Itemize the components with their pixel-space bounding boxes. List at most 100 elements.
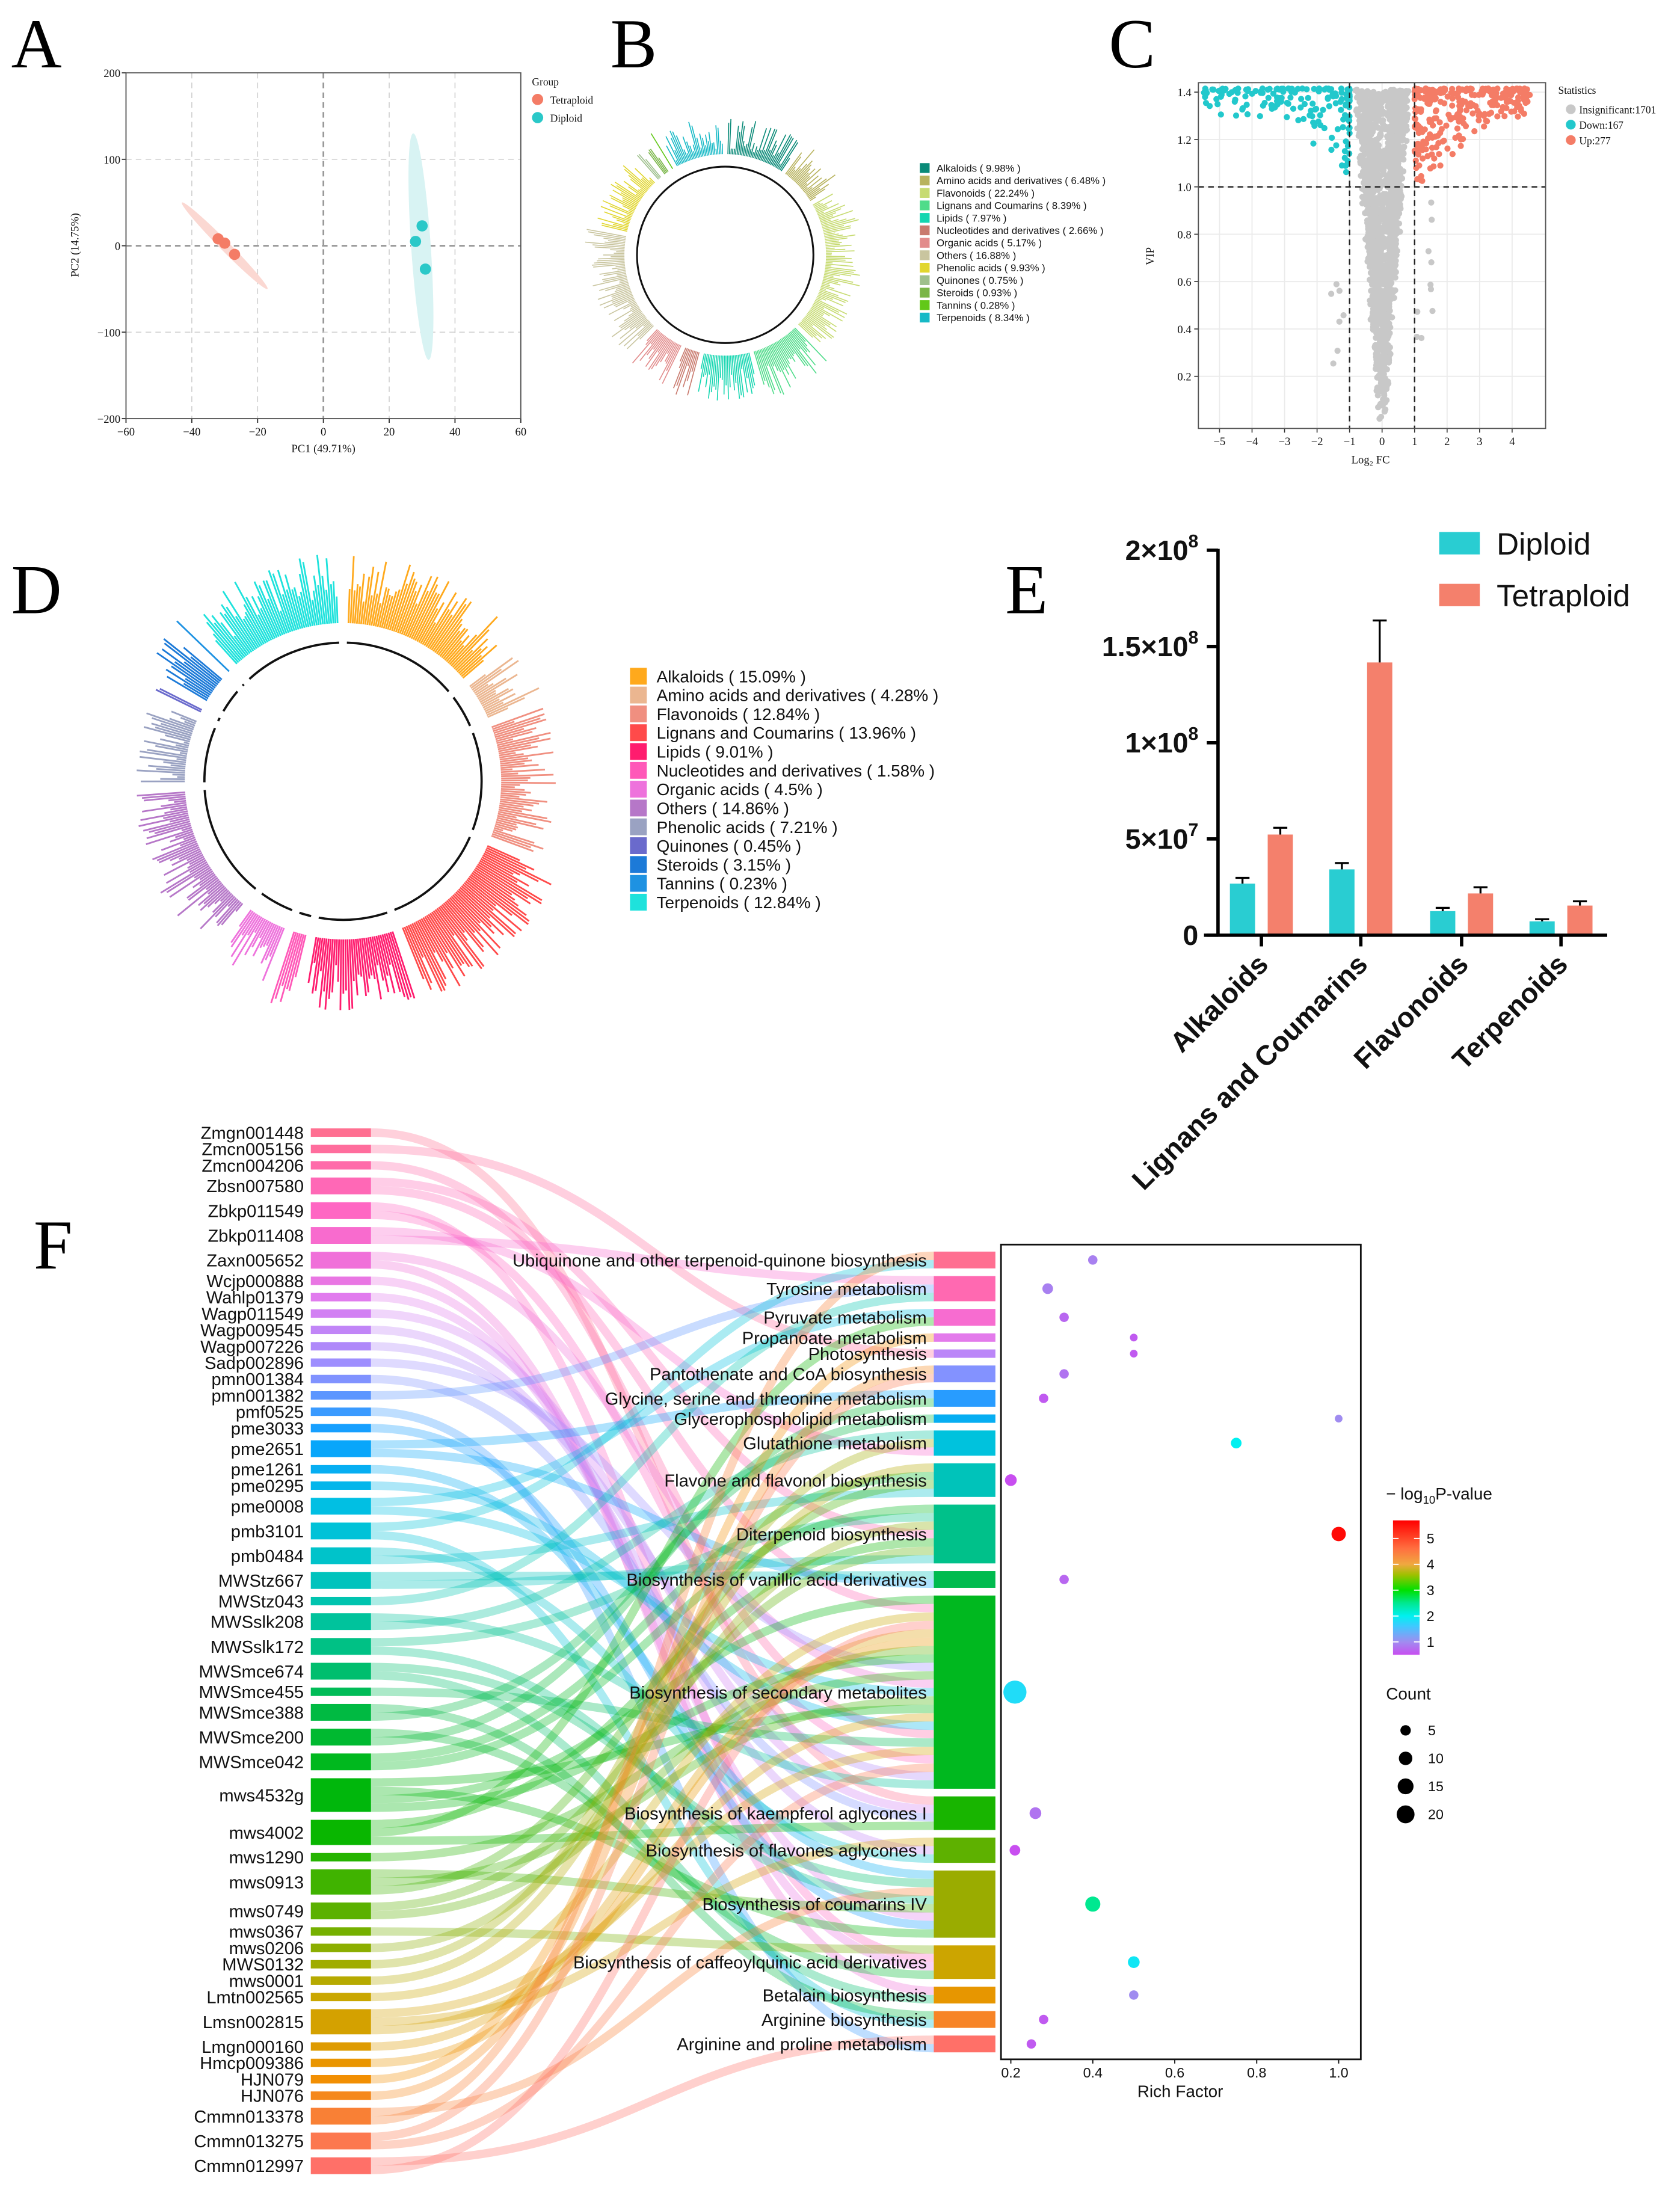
sankey-link [371, 1838, 934, 2026]
radial-bar [192, 872, 215, 888]
radial-bar [624, 315, 645, 331]
compound-node [310, 1638, 371, 1655]
point-up [1439, 138, 1446, 145]
radial-bar [465, 880, 497, 907]
point-insignificant [1371, 101, 1378, 108]
radial-bar [180, 716, 196, 725]
point-insignificant [1359, 168, 1367, 175]
sankey-link [371, 1293, 934, 1921]
point-insignificant [1383, 386, 1390, 392]
radial-bar [170, 806, 187, 811]
compound-node [310, 1753, 371, 1771]
color-bar-label: 5 [1427, 1531, 1435, 1546]
point-up [1483, 117, 1489, 124]
sankey-link [371, 1671, 934, 2004]
radial-bar [618, 311, 642, 328]
sankey-link [371, 1471, 934, 1762]
radial-bar [179, 752, 188, 755]
sankey-bubble-plot: Rich Factor − log10P-value Count Zmgn001… [194, 1124, 1492, 2177]
radial-bar [597, 217, 629, 228]
point-insignificant [1379, 225, 1386, 232]
radial-bar [284, 574, 301, 629]
point-up [1488, 109, 1495, 116]
radial-bar [600, 206, 632, 219]
y-tick-label: −100 [97, 327, 120, 339]
legend-swatch [920, 188, 930, 198]
y-tick-base: 5×10 [1125, 823, 1189, 855]
size-legend-marker [1398, 1751, 1413, 1765]
radial-bar [790, 330, 811, 353]
point-down [1232, 112, 1240, 119]
point-down [1338, 85, 1345, 92]
compound-node [310, 2074, 371, 2084]
radial-bar [736, 132, 740, 155]
radial-bar [339, 939, 342, 1010]
point-insignificant [1359, 103, 1366, 109]
point-up [1485, 87, 1492, 94]
point-down [1239, 106, 1246, 113]
radial-bar [801, 320, 823, 339]
radial-bar [461, 644, 497, 677]
radial-bar [787, 333, 801, 350]
radial-bar [148, 764, 186, 770]
point-insignificant [1368, 211, 1375, 218]
radial-bar [594, 234, 626, 241]
x-tick-label: 60 [515, 426, 527, 438]
radial-bar [615, 265, 626, 268]
point-insignificant [1385, 203, 1392, 210]
radial-bar [771, 152, 780, 166]
radial-bar [814, 203, 823, 209]
radial-bar [822, 281, 830, 284]
point-insignificant [1381, 256, 1388, 263]
radial-bar [675, 160, 680, 166]
radial-bar [478, 689, 496, 701]
sankey-link [371, 1705, 934, 1787]
radial-bar [462, 659, 484, 679]
point-insignificant [1353, 106, 1360, 113]
radial-bar [624, 217, 631, 220]
radial-bar [825, 263, 854, 267]
radial-bar [183, 741, 190, 745]
y-tick-exponent: 7 [1189, 820, 1199, 840]
radial-bar [203, 885, 225, 905]
sankey-link [371, 1202, 934, 1963]
radial-bar [166, 865, 210, 893]
radial-bar [260, 925, 279, 964]
radial-bar [602, 274, 627, 280]
point-insignificant [1402, 94, 1409, 100]
point-down [1320, 106, 1326, 113]
point-up [1416, 162, 1423, 169]
compound-node [310, 1227, 371, 1244]
y-tick-base: 0 [1183, 920, 1198, 951]
point-up [1440, 89, 1447, 96]
x-tick-label: 0 [1379, 435, 1385, 448]
radial-bar [189, 855, 205, 866]
sankey-link [371, 1333, 934, 2084]
point-insignificant [1367, 159, 1373, 165]
radial-bar [743, 354, 753, 394]
radial-bar [451, 896, 501, 949]
radial-bar [813, 304, 843, 322]
radial-bar [809, 188, 826, 200]
radial-bar [194, 866, 211, 879]
radial-bar [826, 257, 852, 259]
radial-bar [630, 303, 638, 307]
point-up [1522, 99, 1529, 106]
radial-bar [455, 891, 492, 927]
point-down [1213, 96, 1220, 103]
radial-bar [331, 939, 336, 993]
radial-bar [605, 241, 626, 245]
radial-bar [825, 244, 840, 247]
radial-bar [452, 629, 490, 668]
point-insignificant [1379, 233, 1385, 240]
point-down [1273, 97, 1281, 105]
radial-bar [425, 609, 450, 647]
compound-node [310, 1358, 371, 1367]
point-down [1338, 106, 1344, 113]
radial-bar [257, 614, 272, 641]
radial-bar [280, 933, 301, 1003]
compound-node [310, 1202, 371, 1219]
point-down [1340, 116, 1347, 123]
radial-bar [219, 612, 251, 654]
sankey-link [371, 1555, 934, 1589]
